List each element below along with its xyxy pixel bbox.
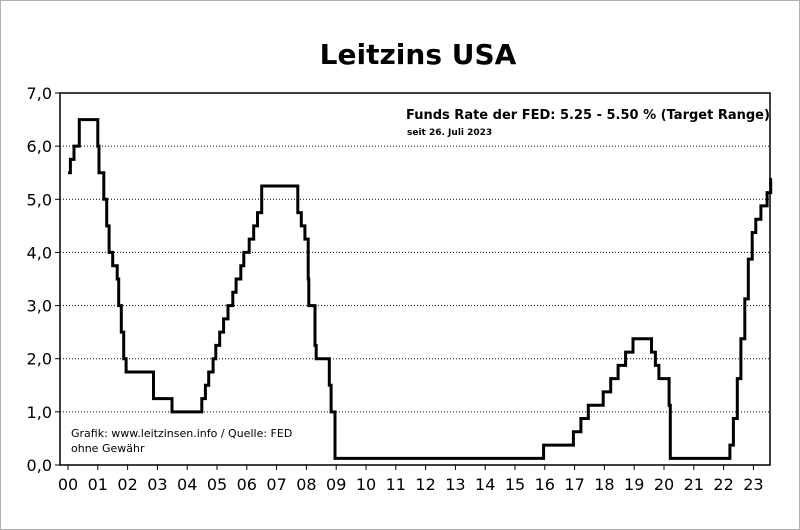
x-tick-label: 02 xyxy=(117,475,137,494)
x-tick-label: 00 xyxy=(58,475,78,494)
plot-area-border xyxy=(59,92,771,466)
x-tick-label: 18 xyxy=(594,475,614,494)
x-tick-label: 11 xyxy=(386,475,406,494)
x-tick-label: 16 xyxy=(535,475,555,494)
y-tick-label: 6,0 xyxy=(27,137,52,156)
x-tick-label: 04 xyxy=(177,475,197,494)
series-line-funds-rate xyxy=(68,118,773,460)
x-tick-label: 12 xyxy=(415,475,435,494)
annotation-since-date: seit 26. Juli 2023 xyxy=(407,128,492,138)
series-layer xyxy=(68,118,773,460)
x-tick-label: 21 xyxy=(684,475,704,494)
y-tick-label: 7,0 xyxy=(27,84,52,103)
y-tick-label: 1,0 xyxy=(27,403,52,422)
x-tick-label: 20 xyxy=(654,475,674,494)
x-tick-label: 07 xyxy=(266,475,286,494)
x-tick-label: 19 xyxy=(624,475,644,494)
credit-source: Grafik: www.leitzinsen.info / Quelle: FE… xyxy=(71,427,292,440)
x-axis: 00 01 02 03 04 05 06 07 08 09 10 11 12 13 14 15 16 17 18 19… xyxy=(58,465,764,494)
x-tick-label: 13 xyxy=(445,475,465,494)
x-tick-label: 09 xyxy=(326,475,346,494)
x-tick-label: 17 xyxy=(564,475,584,494)
x-tick-label: 22 xyxy=(713,475,733,494)
y-tick-label: 0,0 xyxy=(27,456,52,475)
grid xyxy=(60,145,770,413)
y-axis: 0,0 1,0 2,0 3,0 4,0 5,0 6,0 7,0 xyxy=(27,84,60,475)
x-tick-label: 15 xyxy=(505,475,525,494)
annotation-funds-rate: Funds Rate der FED: 5.25 - 5.50 % (Targe… xyxy=(406,108,770,123)
x-tick-label: 08 xyxy=(296,475,316,494)
x-tick-label: 05 xyxy=(207,475,227,494)
y-tick-label: 2,0 xyxy=(27,350,52,369)
y-tick-label: 5,0 xyxy=(27,190,52,209)
y-tick-label: 4,0 xyxy=(27,243,52,262)
x-tick-label: 06 xyxy=(237,475,257,494)
x-tick-label: 14 xyxy=(475,475,495,494)
y-tick-label: 3,0 xyxy=(27,297,52,316)
x-tick-label: 03 xyxy=(147,475,167,494)
credit-disclaimer: ohne Gewähr xyxy=(71,442,145,455)
chart-title: Leitzins USA xyxy=(320,38,517,71)
x-tick-label: 01 xyxy=(88,475,108,494)
x-tick-label: 10 xyxy=(356,475,376,494)
x-tick-label: 23 xyxy=(743,475,763,494)
